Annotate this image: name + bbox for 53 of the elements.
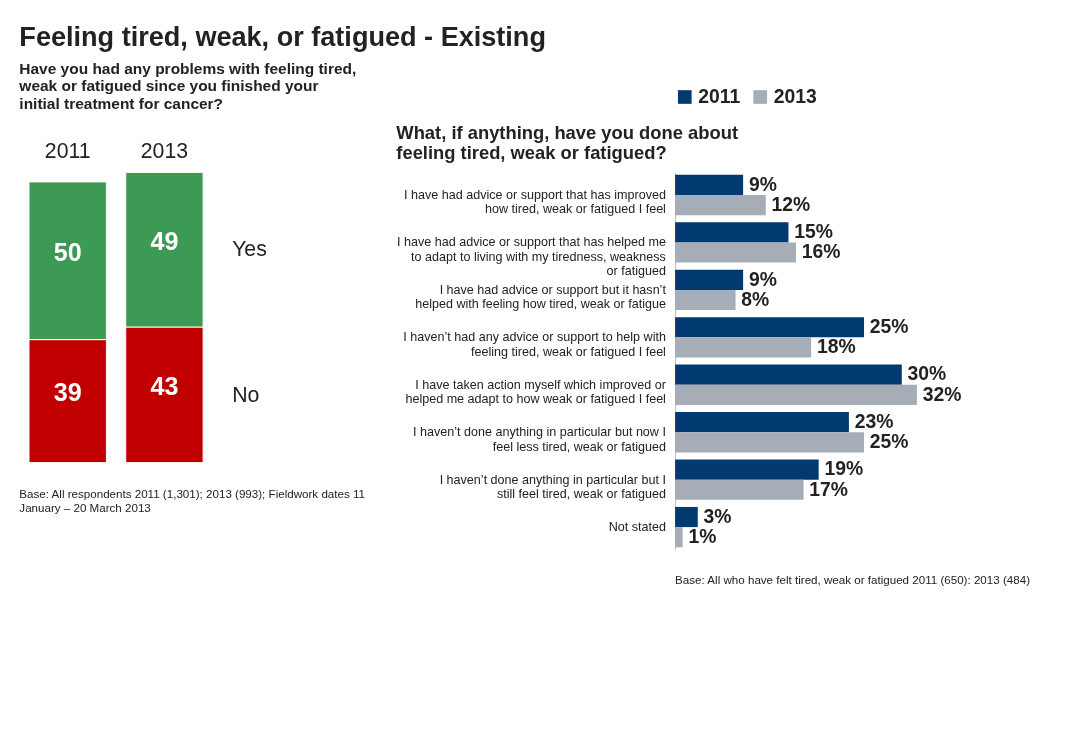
data-label: 25% [869, 315, 909, 338]
bar [675, 174, 744, 195]
bar [675, 242, 796, 263]
data-label: 17% [809, 477, 849, 500]
data-label: 49 [150, 226, 179, 255]
bar [675, 384, 917, 405]
bar [675, 194, 766, 216]
series-label: No [232, 382, 260, 407]
bar [675, 222, 789, 243]
text: Base: All who have felt tired, weak or fatigued 2011 (650): 2013 (484) [675, 573, 1031, 587]
data-label: 32% [922, 382, 962, 405]
data-label: 9% [748, 267, 777, 290]
data-label: 18% [816, 335, 856, 358]
bar [675, 364, 902, 385]
y-tick-label: I have had advice or support that has improved how tired, weak or fatigued I feel [404, 187, 666, 217]
bar [675, 317, 865, 338]
legend-label: 2013 [773, 84, 818, 107]
legend-label: 2011 [698, 84, 741, 107]
y-tick-label: I haven’t done anything in particular but now I feel less tired, weak or fatigued [413, 425, 666, 454]
bar [675, 337, 812, 358]
data-label: 8% [741, 287, 770, 310]
y-tick-label: I haven’t had any advice or support to help with feeling tired, weak or fatigued I feel [403, 330, 666, 359]
data-label: 19% [824, 457, 864, 480]
data-label: 1% [688, 525, 717, 547]
data-label: 16% [801, 240, 841, 263]
y-tick-label: I have taken action myself which improved or helped me adapt to how weak or fatigued I feel [405, 377, 666, 407]
data-label: 43 [150, 371, 179, 400]
y-tick-label: Not stated [608, 519, 666, 534]
data-label: 23% [854, 409, 894, 432]
bar [675, 459, 819, 480]
data-label: 50 [53, 237, 82, 266]
series-label: Yes [232, 237, 267, 262]
data-label: 30% [907, 362, 947, 385]
bar [675, 506, 698, 528]
data-label: 15% [794, 220, 833, 243]
y-tick-label: I have had advice or support but it hasn’t helped with feeling how tired, weak or fatigue [415, 282, 667, 312]
bar [675, 527, 683, 548]
text: Base: All respondents 2011 (1,301); 2013 (993); Fieldwork dates 11 January – 20 March 2013 [19, 487, 366, 514]
bar [675, 289, 736, 311]
bar [675, 412, 849, 433]
bar [675, 479, 804, 500]
bar [675, 432, 865, 453]
chart-title: What, if anything, have you done about feeling tired, weak or fatigued? [396, 121, 739, 163]
data-label: 3% [703, 504, 732, 527]
data-label: 9% [748, 172, 777, 195]
bar [675, 269, 744, 290]
text: Feeling tired, weak, or fatigued - Existing [19, 20, 546, 52]
y-tick-label: I have had advice or support that has helped me to adapt to living with my tiredness, weakness or fatigued [397, 235, 666, 279]
chart-subtitle: Have you had any problems with feeling tired, weak or fatigued since you finished your initial treatment for cancer? [18, 59, 357, 112]
y-tick-label: I haven’t done anything in particular but I still feel tired, weak or fatigued [439, 472, 666, 502]
data-label: 12% [771, 192, 811, 215]
data-label: 25% [869, 430, 909, 453]
data-label: 39 [53, 378, 82, 407]
